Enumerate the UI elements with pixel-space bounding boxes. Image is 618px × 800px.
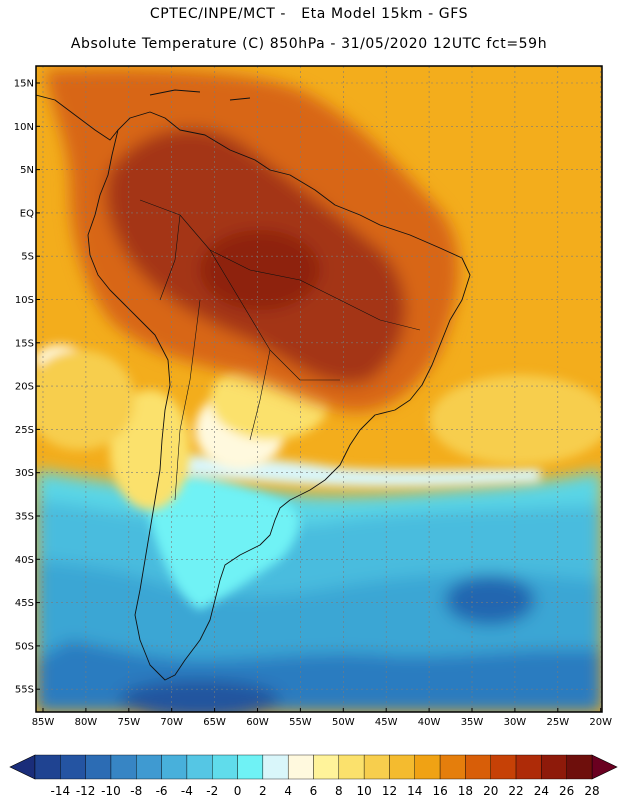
colorbar-label: 8 [335, 784, 343, 798]
colorbar-label: 12 [382, 784, 397, 798]
colorbar-label: 14 [407, 784, 422, 798]
lat-tick-label: 10N [14, 122, 34, 133]
colorbar-label: 20 [483, 784, 498, 798]
colorbar-swatch [414, 754, 441, 780]
colorbar-swatch [566, 754, 593, 780]
longitude-axis: 85W 80W 75W 70W 65W 60W 55W 50W 45W 40W 35W 30W 25W 2… [32, 708, 612, 728]
lat-tick-label: 15S [15, 338, 34, 349]
map-title-line-2: Absolute Temperature (C) 850hPa - 31/05/… [70, 36, 548, 52]
lon-tick-label: 40W [418, 717, 441, 728]
lat-tick-label: 45S [15, 598, 34, 609]
lon-tick-label: 30W [504, 717, 527, 728]
colorbar-swatch [186, 754, 213, 780]
amazon-hotspot [200, 230, 320, 310]
colorbar-swatch [85, 754, 112, 780]
lat-tick-label: 50S [15, 641, 34, 652]
colorbar-label: 16 [432, 784, 447, 798]
colorbar-under-arrow [9, 754, 36, 780]
lat-tick-label: 5N [20, 165, 34, 176]
lon-tick-label: 20W [589, 717, 612, 728]
colorbar-label: 2 [259, 784, 267, 798]
colorbar-label: -4 [181, 784, 193, 798]
caribbean-islands [149, 89, 251, 101]
colorbar-swatch [363, 754, 390, 780]
colorbar-swatch [287, 754, 314, 780]
colorbar-label: 10 [356, 784, 371, 798]
colorbar-swatch [490, 754, 517, 780]
colorbar-swatch [237, 754, 264, 780]
yellow-band-atlantic [430, 375, 602, 465]
cold-core-south [120, 680, 280, 712]
colorbar-swatch [338, 754, 365, 780]
colorbar-label: -2 [206, 784, 218, 798]
colorbar-swatch [439, 754, 466, 780]
colorbar-label: -14 [51, 784, 71, 798]
colorbar-label: 4 [284, 784, 292, 798]
colorbar-swatch [313, 754, 340, 780]
colorbar-swatch [136, 754, 162, 780]
colorbar-label: 6 [310, 784, 318, 798]
lon-tick-label: 85W [32, 717, 55, 728]
lat-tick-label: EQ [20, 208, 34, 219]
colorbar-swatch [515, 754, 542, 780]
colorbar-swatch [262, 754, 289, 780]
colorbar-swatch [541, 754, 567, 780]
colorbar-label: -6 [156, 784, 168, 798]
lat-tick-label: 25S [15, 425, 34, 436]
colorbar-label: 18 [458, 784, 473, 798]
lon-tick-label: 70W [160, 717, 183, 728]
lon-tick-label: 75W [117, 717, 140, 728]
country-borders [139, 199, 421, 501]
lat-tick-label: 55S [15, 685, 34, 696]
pale-cyan-strip [180, 455, 540, 487]
colorbar-swatch [34, 754, 61, 780]
colorbar-label: 0 [234, 784, 242, 798]
lon-tick-label: 35W [461, 717, 484, 728]
map-title-line-1: CPTEC/INPE/MCT - Eta Model 15km - GFS [149, 6, 469, 22]
argentina-cyan-tongue [150, 476, 299, 610]
lon-tick-label: 80W [75, 717, 98, 728]
colorbar-label: -12 [76, 784, 96, 798]
south-america-coastline [87, 111, 471, 681]
yellow-band-pacific [36, 350, 135, 450]
colorbar-swatch [110, 754, 137, 780]
colorbar-swatch [161, 754, 188, 780]
lon-tick-label: 45W [375, 717, 398, 728]
colorbar-label: 28 [584, 784, 599, 798]
lon-tick-label: 25W [546, 717, 569, 728]
colorbar-label: -10 [101, 784, 121, 798]
lat-tick-label: 5S [21, 252, 34, 263]
colorbar-swatch [389, 754, 415, 780]
lat-tick-label: 15N [14, 79, 34, 90]
map-frame [35, 65, 603, 713]
lat-tick-label: 20S [15, 382, 34, 393]
colorbar-swatch [465, 754, 491, 780]
colorbar-label: 24 [534, 784, 549, 798]
lat-tick-label: 30S [15, 468, 34, 479]
latitude-axis: 15N 10N 5N EQ 5S 10S 15S 20S 25S 30S 35S 40S 45S 50S 5… [14, 79, 40, 696]
colorbar-swatch [212, 754, 238, 780]
central-america-coastline [36, 94, 119, 141]
colorbar: -14 -12 -10 -8 -6 -4 -2 0 2 4 6 8 10 12 14 16 18 20 22 24 26… [9, 754, 618, 798]
colorbar-label: 22 [508, 784, 523, 798]
lat-tick-label: 35S [15, 512, 34, 523]
lon-tick-label: 55W [289, 717, 312, 728]
colorbar-label: -8 [130, 784, 142, 798]
graticule [36, 66, 602, 712]
colorbar-over-arrow [591, 754, 618, 780]
lon-tick-label: 65W [203, 717, 226, 728]
coastlines [36, 89, 471, 681]
cold-core-atlantic [445, 575, 535, 625]
lon-tick-label: 50W [332, 717, 355, 728]
colorbar-label: 26 [559, 784, 574, 798]
lat-tick-label: 40S [15, 555, 34, 566]
lat-tick-label: 10S [15, 295, 34, 306]
lon-tick-label: 60W [246, 717, 269, 728]
temperature-field [36, 66, 602, 712]
colorbar-swatch [60, 754, 86, 780]
